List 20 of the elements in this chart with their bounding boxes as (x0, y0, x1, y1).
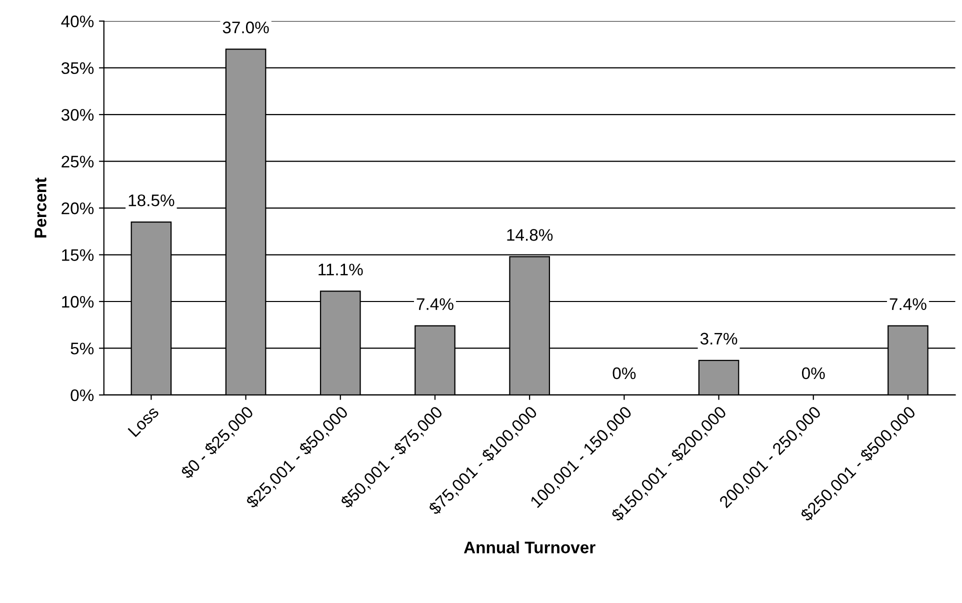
data-label: 18.5% (128, 194, 174, 206)
data-label: 7.4% (416, 298, 454, 310)
data-label: 0% (612, 367, 636, 380)
y-tick-label: 5% (70, 342, 94, 354)
data-label: 7.4% (890, 298, 926, 310)
data-label: 37.0% (222, 22, 269, 34)
y-tick-label: 40% (61, 16, 94, 28)
data-label: 11.1% (318, 264, 363, 276)
data-label: 0% (802, 367, 825, 380)
y-tick-label: 35% (61, 62, 94, 74)
y-tick-label: 25% (62, 156, 94, 168)
y-axis-title: Percent (34, 178, 46, 238)
y-tick-label: 20% (62, 202, 94, 214)
data-label: 14.8% (507, 229, 553, 241)
y-tick-label: 0% (70, 389, 94, 402)
y-tick-label: 10% (62, 296, 94, 308)
y-tick-label: 30% (61, 108, 94, 121)
data-label: 3.7% (700, 332, 738, 345)
x-axis-title: Annual Turnover (464, 541, 596, 554)
y-tick-label: 15% (62, 249, 94, 261)
